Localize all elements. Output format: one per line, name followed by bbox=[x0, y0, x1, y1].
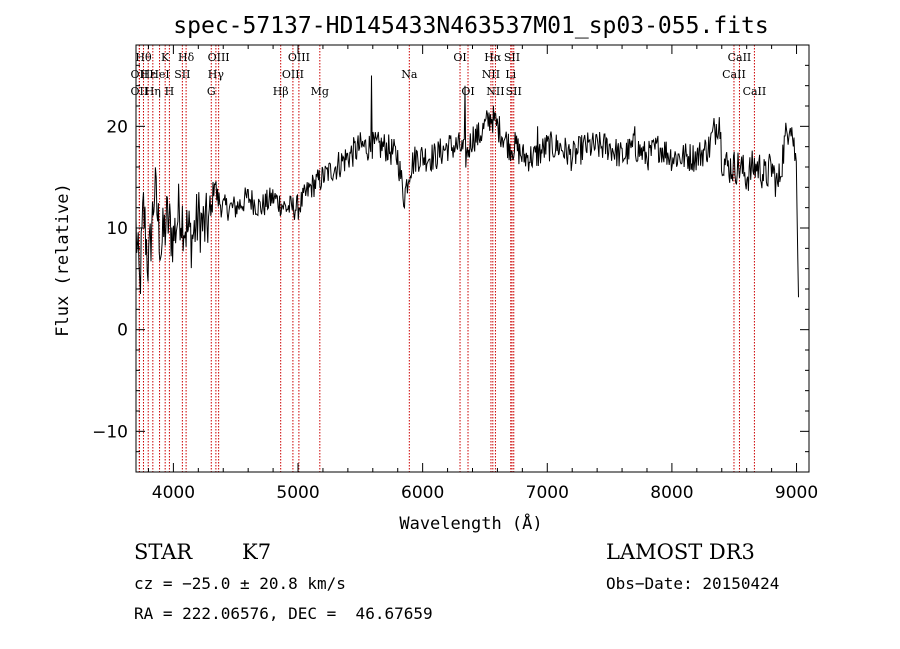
plot-frame bbox=[135, 44, 810, 473]
line-label: SII bbox=[506, 85, 522, 98]
line-label: K bbox=[161, 51, 170, 64]
line-label: NII bbox=[486, 85, 504, 98]
x-tick-label: 4000 bbox=[152, 483, 195, 503]
line-label: Hα bbox=[484, 51, 502, 64]
y-axis-label: Flux (relative) bbox=[53, 183, 73, 337]
x-tick-label: 7000 bbox=[526, 483, 569, 503]
line-label: OIII bbox=[288, 51, 310, 64]
line-label: Mg bbox=[311, 85, 329, 98]
line-label: OI bbox=[453, 51, 466, 64]
line-label: OIII bbox=[282, 68, 304, 81]
line-label: CaII bbox=[728, 51, 752, 64]
line-label: SII bbox=[504, 51, 520, 64]
plot-axes: 4000 5000 6000 7000 8000 9000 −10 0 10 20 bbox=[92, 44, 818, 503]
redshift-velocity: cz = −25.0 ± 20.8 km/s bbox=[134, 574, 346, 593]
line-label: Hη bbox=[145, 85, 161, 98]
chart-title: spec-57137-HD145433N463537M01_sp03-055.f… bbox=[173, 13, 768, 39]
object-subclass: K7 bbox=[242, 540, 272, 564]
spectral-line-labels: OII OII Hθ Hε Hη HeI K H SII Hδ G Hγ OIII Hβ OIII OIII M… bbox=[131, 51, 767, 98]
line-label: CaII bbox=[722, 68, 746, 81]
line-label: Hγ bbox=[208, 68, 225, 81]
line-label: Hβ bbox=[273, 85, 289, 98]
survey-name: LAMOST DR3 bbox=[606, 540, 755, 564]
x-tick-label: 5000 bbox=[276, 483, 319, 503]
line-label: OIII bbox=[208, 51, 230, 64]
x-tick-label: 6000 bbox=[401, 483, 444, 503]
y-tick-label: 0 bbox=[117, 321, 128, 341]
x-tick-label: 8000 bbox=[650, 483, 693, 503]
y-tick-label: 20 bbox=[106, 117, 128, 137]
line-label: OII bbox=[131, 68, 149, 81]
observation-date: Obs−Date: 20150424 bbox=[606, 574, 780, 593]
y-tick-label: −10 bbox=[92, 422, 128, 442]
line-label: Hθ bbox=[135, 51, 152, 64]
line-label: Na bbox=[401, 68, 418, 81]
x-axis-label: Wavelength (Å) bbox=[399, 512, 542, 534]
line-label: Hδ bbox=[178, 51, 195, 64]
line-label: G bbox=[207, 85, 216, 98]
line-label: HeI bbox=[149, 68, 169, 81]
line-label: CaII bbox=[743, 85, 767, 98]
line-label: H bbox=[165, 85, 175, 98]
spectral-line-markers bbox=[138, 45, 755, 472]
spectrum-line bbox=[135, 75, 799, 298]
line-label: Hε bbox=[141, 68, 157, 81]
line-label: Li bbox=[505, 68, 516, 81]
line-label: NII bbox=[482, 68, 500, 81]
y-tick-label: 10 bbox=[106, 219, 128, 239]
line-label: OII bbox=[131, 85, 149, 98]
object-class: STAR bbox=[134, 540, 193, 564]
x-tick-label: 9000 bbox=[775, 483, 818, 503]
line-label: OI bbox=[461, 85, 474, 98]
coordinates: RA = 222.06576, DEC = 46.67659 bbox=[134, 604, 433, 623]
line-label: SII bbox=[174, 68, 190, 81]
